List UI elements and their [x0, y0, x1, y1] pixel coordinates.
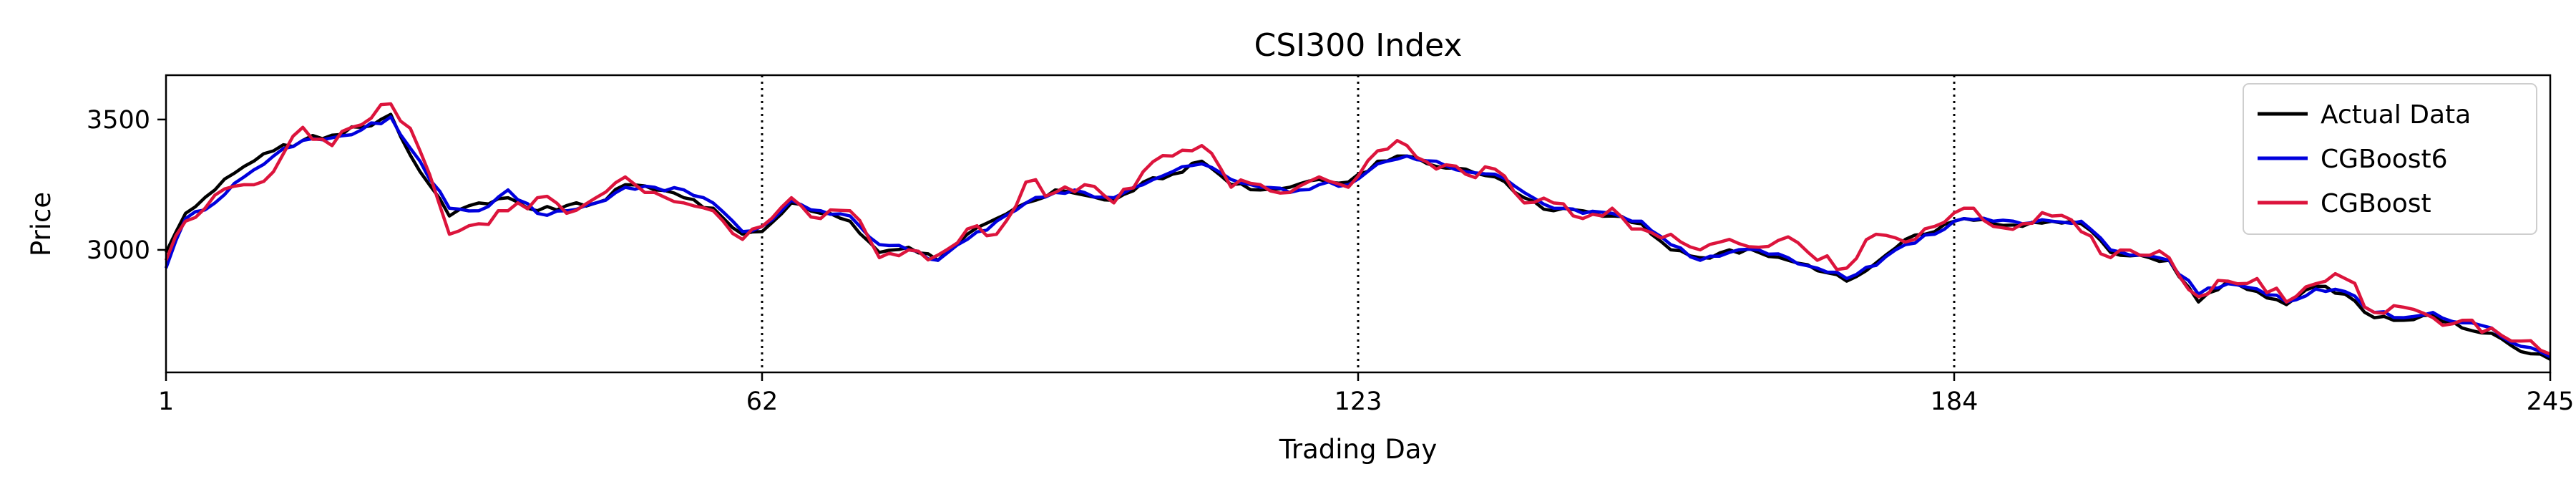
legend-label-1: CGBoost6: [2321, 145, 2448, 174]
x-tick-label-184: 184: [1931, 387, 1979, 416]
chart-title: CSI300 Index: [1254, 27, 1463, 64]
legend-label-2: CGBoost: [2321, 189, 2431, 218]
legend-label-0: Actual Data: [2321, 100, 2471, 130]
series-line-cgboost: [164, 102, 2551, 356]
x-tick-label-1: 1: [158, 387, 174, 416]
x-tick-label-123: 123: [1335, 387, 1382, 416]
x-axis-label: Trading Day: [1279, 434, 1438, 465]
legend: Actual Data CGBoost6 CGBoost: [2243, 83, 2537, 235]
legend-box: [2243, 83, 2537, 235]
y-tick-label-3500: 3500: [87, 106, 150, 135]
x-tick-label-245: 245: [2527, 387, 2575, 416]
x-tick-label-62: 62: [746, 387, 779, 416]
y-tick-label-3000: 3000: [87, 236, 150, 265]
y-axis-label: Price: [26, 192, 57, 256]
